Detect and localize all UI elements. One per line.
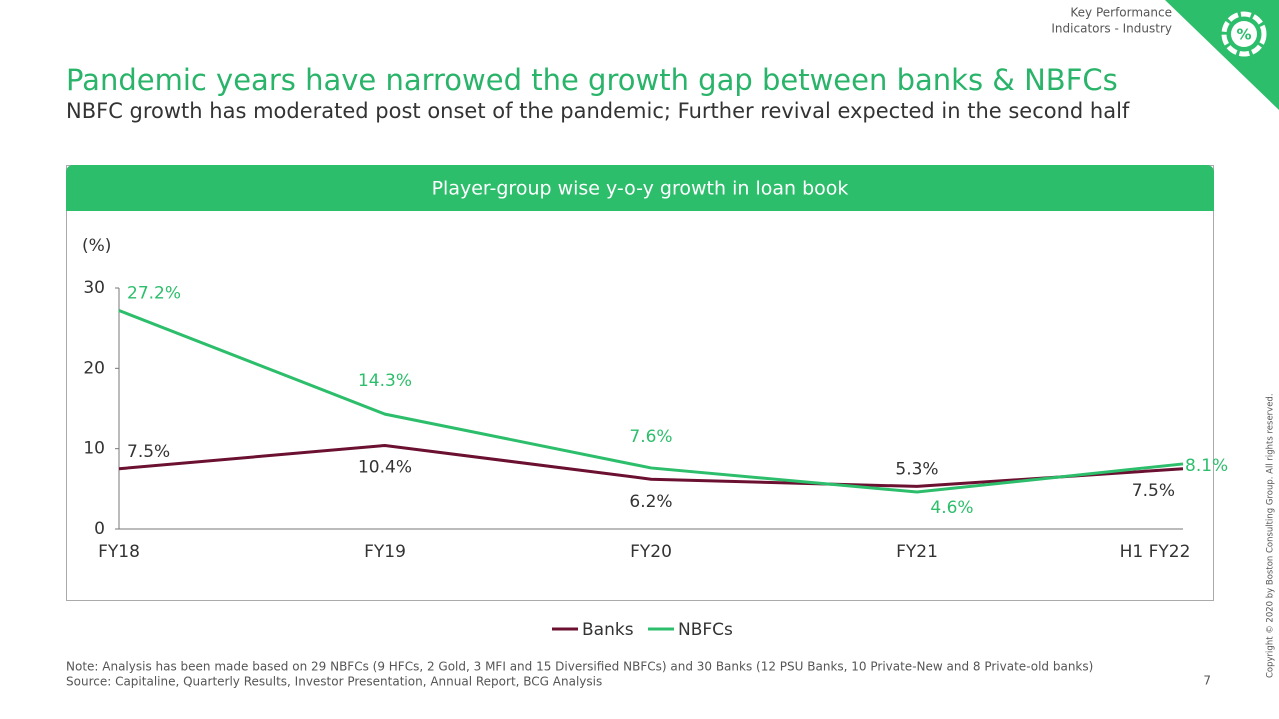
series-line xyxy=(118,443,1184,488)
y-tick-label: 0 xyxy=(94,519,105,539)
slide-title: Pandemic years have narrowed the growth … xyxy=(66,63,1118,97)
y-tick-label: 30 xyxy=(83,278,105,298)
value-label: 7.5% xyxy=(127,442,170,462)
section-label: Key Performance xyxy=(1070,6,1172,20)
y-tick-label: 20 xyxy=(83,358,105,378)
corner-triangle xyxy=(1165,0,1279,110)
value-label: 8.1% xyxy=(1185,456,1228,476)
legend-label: Banks xyxy=(582,620,634,640)
y-tick-label: 10 xyxy=(83,439,105,459)
y-axis-label: (%) xyxy=(82,236,111,256)
value-label: 6.2% xyxy=(629,492,672,512)
series-line xyxy=(118,309,1184,494)
section-label: Indicators - Industry xyxy=(1051,22,1172,36)
value-label: 5.3% xyxy=(895,459,938,479)
source: Source: Capitaline, Quarterly Results, I… xyxy=(66,675,602,689)
slide-subtitle: NBFC growth has moderated post onset of … xyxy=(66,99,1130,123)
value-label: 10.4% xyxy=(358,457,412,477)
x-tick-label: FY19 xyxy=(364,542,406,562)
value-label: 7.6% xyxy=(629,427,672,447)
value-label: 14.3% xyxy=(358,371,412,391)
legend-label: NBFCs xyxy=(678,620,733,640)
chart-header xyxy=(66,165,1214,211)
gauge-center xyxy=(1231,21,1257,47)
note: Note: Analysis has been made based on 29… xyxy=(66,660,1093,674)
value-label: 4.6% xyxy=(930,498,973,518)
chart-title: Player-group wise y-o-y growth in loan b… xyxy=(432,178,849,200)
copyright: Copyright © 2020 by Boston Consulting Gr… xyxy=(1266,393,1276,678)
x-tick-label: H1 FY22 xyxy=(1120,542,1191,562)
value-label: 27.2% xyxy=(127,283,181,303)
gauge-icon xyxy=(1221,11,1267,57)
icon-text: % xyxy=(1236,26,1251,44)
value-label: 7.5% xyxy=(1132,481,1175,501)
page-number: 7 xyxy=(1203,674,1211,688)
x-tick-label: FY21 xyxy=(896,542,938,562)
chart-frame xyxy=(66,165,1214,601)
x-tick-label: FY20 xyxy=(630,542,672,562)
x-tick-label: FY18 xyxy=(98,542,140,562)
